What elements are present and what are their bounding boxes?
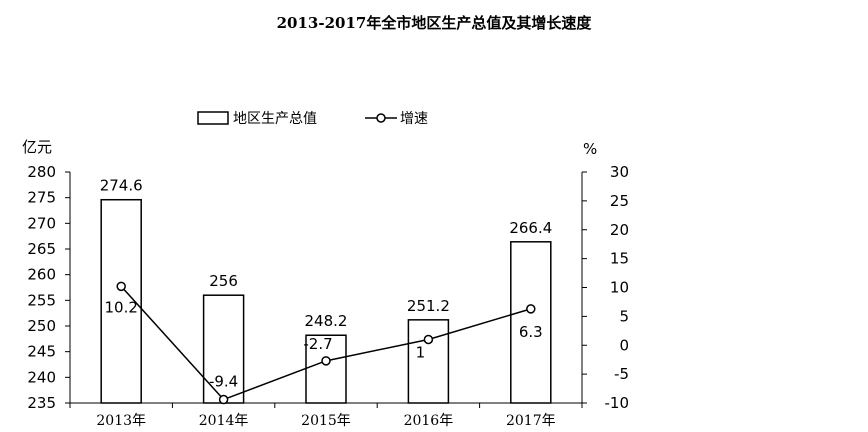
right-tick-label: 30	[610, 163, 629, 181]
right-tick-label: 5	[619, 307, 629, 325]
right-tick-label: -5	[614, 365, 629, 383]
legend: 地区生产总值 增速	[197, 111, 428, 127]
legend-line-marker	[376, 113, 386, 123]
growth-point	[218, 394, 229, 405]
x-tick-label: 2015年	[301, 413, 351, 429]
bar	[407, 319, 450, 404]
chart-title: 2013-2017年全市地区生产总值及其增长速度	[276, 14, 592, 32]
growth-value-label: 1	[416, 343, 426, 361]
right-tick-label: 0	[619, 336, 629, 354]
right-tick-label: -10	[605, 394, 630, 412]
left-tick-label: 280	[27, 163, 56, 181]
x-tick-label: 2013年	[96, 413, 146, 429]
right-tick-label: 10	[610, 279, 629, 297]
left-axis-unit: 亿元	[22, 138, 52, 156]
left-tick-label: 270	[27, 214, 56, 232]
left-tick-label: 265	[27, 240, 56, 258]
legend-label-gdp: 地区生产总值	[233, 111, 317, 127]
growth-value-label: 6.3	[519, 323, 543, 341]
bar	[305, 334, 347, 404]
x-tick-label: 2017年	[506, 413, 556, 429]
right-axis-unit: %	[583, 140, 597, 158]
left-tick-label: 250	[27, 317, 56, 335]
growth-point	[526, 304, 536, 314]
growth-point	[116, 281, 126, 292]
x-tick-label: 2016年	[404, 413, 454, 429]
growth-value-label: -9.4	[209, 373, 238, 391]
growth-value-label: -2.7	[303, 335, 332, 353]
bar-value-label: 251.2	[407, 297, 450, 315]
growth-point	[423, 334, 434, 345]
left-tick-label: 260	[27, 266, 56, 284]
right-tick-label: 15	[610, 250, 629, 268]
bar-value-label: 266.4	[509, 219, 552, 237]
bar-value-label: 248.2	[305, 312, 348, 330]
bar-value-label: 256	[209, 272, 238, 290]
left-tick-label: 275	[27, 189, 56, 207]
growth-value-label: 10.2	[104, 298, 137, 316]
left-tick-label: 240	[27, 368, 56, 386]
right-tick-label: 25	[610, 192, 629, 210]
legend-bar-swatch	[197, 111, 229, 125]
right-tick-label: 20	[610, 221, 629, 239]
bar	[510, 241, 552, 404]
left-tick-label: 255	[27, 291, 56, 309]
bar-value-label: 274.6	[100, 177, 143, 195]
left-tick-label: 235	[27, 394, 56, 412]
legend-label-growth: 增速	[400, 111, 428, 127]
x-tick-label: 2014年	[199, 413, 249, 429]
left-tick-label: 245	[27, 343, 56, 361]
growth-point	[321, 356, 331, 366]
